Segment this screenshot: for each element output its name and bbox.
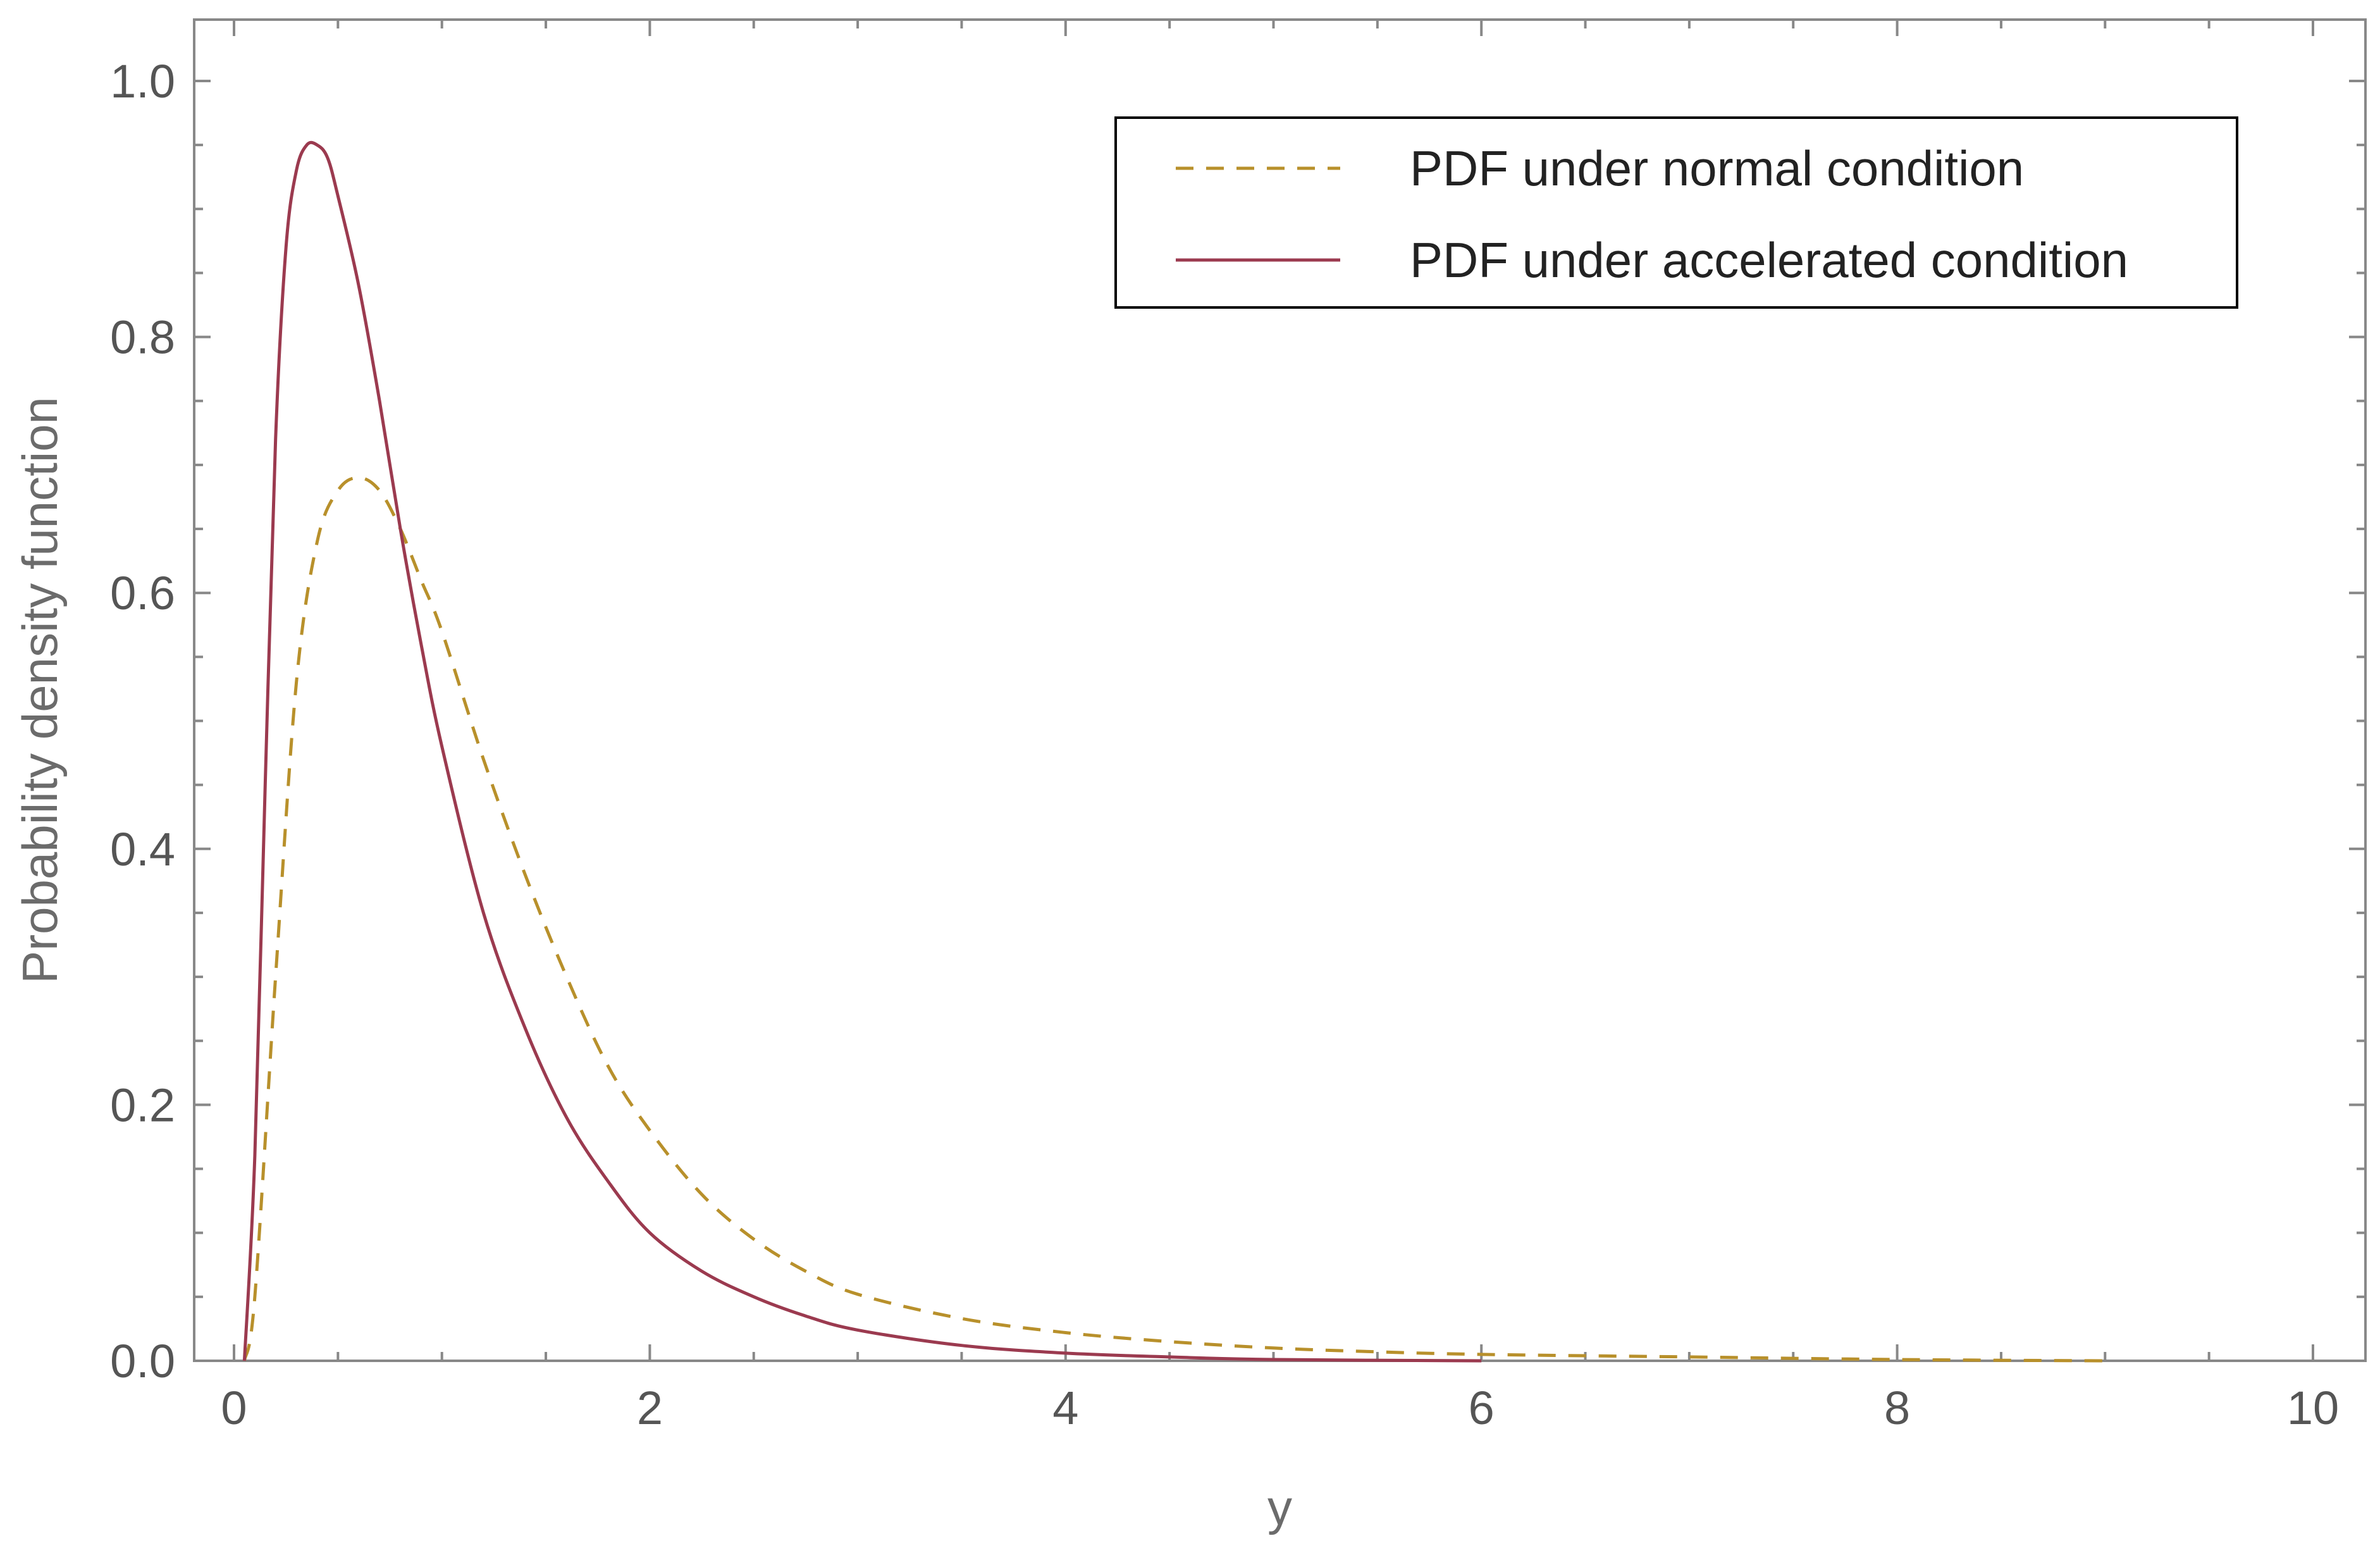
y-tick-label: 0.4: [110, 823, 175, 876]
y-tick-label: 1.0: [110, 55, 175, 108]
series-line-normal: [242, 476, 2106, 1363]
x-tick-label: 4: [1052, 1382, 1078, 1434]
y-tick-label: 0.8: [110, 311, 175, 364]
legend: PDF under normal condition PDF under acc…: [1114, 116, 2238, 309]
x-tick-label: 0: [221, 1382, 247, 1434]
x-tick-label: 6: [1469, 1382, 1495, 1434]
y-tick-label: 0.2: [110, 1079, 175, 1131]
y-axis-title: Probability density function: [12, 397, 68, 984]
series: [242, 140, 2106, 1363]
y-tick-label: 0.0: [110, 1335, 175, 1387]
legend-label-accelerated: PDF under accelerated condition: [1410, 232, 2128, 288]
series-line-accelerated: [242, 140, 1482, 1363]
legend-box: [1114, 116, 2238, 309]
tick-labels: 0 2 4 6 8 10 0.0 0.2 0.4 0.6 0.8 1.0: [110, 55, 2339, 1434]
legend-label-normal: PDF under normal condition: [1410, 140, 2024, 196]
x-axis-title: y: [1267, 1480, 1292, 1535]
x-tick-label: 2: [637, 1382, 663, 1434]
y-tick-label: 0.6: [110, 567, 175, 619]
x-tick-label: 10: [2287, 1382, 2339, 1434]
x-tick-label: 8: [1884, 1382, 1910, 1434]
